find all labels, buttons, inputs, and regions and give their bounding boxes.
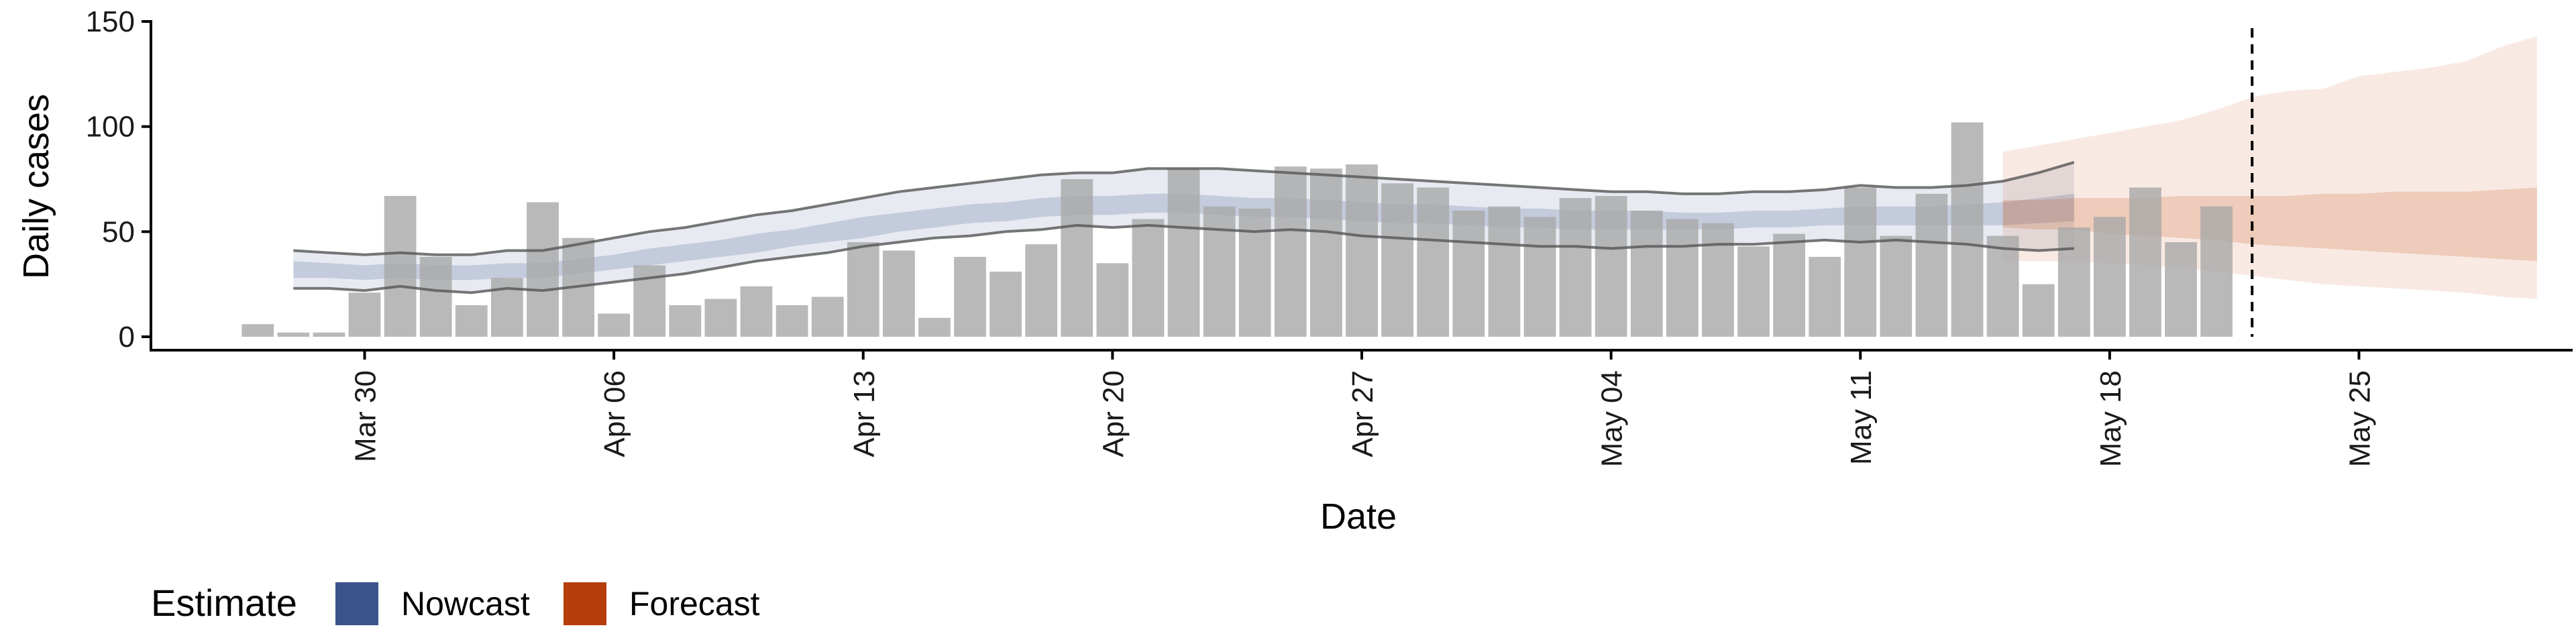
y-tick-label: 50 (102, 215, 135, 248)
case-bar (491, 278, 523, 337)
nowcast-upper-line (293, 160, 2075, 256)
case-bar (2200, 206, 2233, 337)
case-bar (740, 286, 773, 337)
case-bar (1773, 233, 1805, 337)
axes: 0 50 100 150 Mar 30 Apr 06 Apr 13 Apr 20 Apr 27 M… (86, 5, 2573, 467)
case-bar (1844, 187, 1877, 337)
case-bar (1274, 166, 1307, 337)
case-bar (241, 324, 274, 337)
case-bar (883, 250, 915, 337)
plot-area (241, 28, 2537, 337)
case-bar (527, 202, 559, 337)
case-bar (954, 256, 986, 337)
case-bar (847, 242, 879, 337)
case-bar (811, 297, 844, 337)
case-bar (669, 305, 702, 337)
case-bar (1986, 235, 2019, 337)
x-tick-label: Mar 30 (350, 370, 382, 462)
legend-title: Estimate (151, 582, 297, 624)
x-axis-title: Date (1320, 496, 1397, 537)
case-bar (989, 271, 1022, 337)
y-tick-label: 100 (86, 111, 135, 144)
case-bar (384, 196, 417, 337)
legend: Estimate Nowcast Forecast (151, 582, 760, 625)
case-bar (1915, 193, 1948, 337)
case-bar (313, 332, 345, 337)
case-bar (775, 305, 808, 337)
legend-label-nowcast: Nowcast (401, 585, 530, 623)
case-bar (1167, 168, 1200, 337)
y-axis-title: Daily cases (16, 94, 56, 279)
case-bar (1061, 179, 1093, 337)
case-bar (1488, 206, 1521, 337)
case-bar (1346, 164, 1378, 337)
nowcast-inner-band (293, 193, 2074, 280)
case-bar (2022, 284, 2055, 337)
nowcast-lower-line (293, 223, 2074, 294)
x-tick-label: May 25 (2344, 370, 2377, 467)
case-bar (1951, 122, 1984, 337)
case-bar (1238, 208, 1271, 337)
x-tick-label: May 11 (1845, 370, 1878, 465)
x-tick-label: May 18 (2094, 370, 2127, 467)
case-bar (1559, 198, 1592, 337)
case-bar (455, 305, 488, 337)
legend-label-forecast: Forecast (629, 585, 760, 623)
case-bar (1452, 211, 1485, 337)
case-bar (1666, 219, 1699, 337)
case-bar (1381, 183, 1413, 337)
case-bar (1310, 168, 1342, 337)
legend-swatch-nowcast (335, 582, 378, 625)
case-bar (598, 313, 631, 337)
case-bar (2057, 227, 2090, 337)
case-bar (1523, 217, 1556, 337)
legend-swatch-forecast (564, 582, 606, 625)
case-bar (419, 256, 452, 337)
case-bar (1417, 187, 1450, 337)
case-bar (1630, 211, 1663, 337)
case-bar (1025, 244, 1058, 337)
case-bar (1809, 256, 1841, 337)
case-bar (2129, 187, 2161, 337)
y-tick-label: 0 (119, 321, 135, 354)
x-tick-label: Apr 13 (848, 370, 881, 458)
case-bar (1595, 196, 1627, 337)
case-bar (918, 317, 951, 337)
case-bar (2094, 217, 2126, 337)
x-tick-label: Apr 06 (598, 370, 631, 458)
case-bar (348, 292, 381, 337)
y-tick-label: 150 (86, 5, 135, 38)
case-bar (704, 299, 737, 337)
x-tick-label: Apr 20 (1097, 370, 1130, 458)
x-tick-label: Apr 27 (1346, 370, 1379, 458)
case-bar (1737, 246, 1770, 337)
case-bar (1203, 206, 1236, 337)
case-bar (2165, 242, 2197, 337)
case-bar (1880, 235, 1913, 337)
x-tick-label: May 04 (1596, 370, 1629, 467)
case-bar (277, 332, 310, 337)
case-bar (1702, 223, 1734, 337)
case-bar (1132, 219, 1165, 337)
case-bar (1096, 263, 1129, 337)
